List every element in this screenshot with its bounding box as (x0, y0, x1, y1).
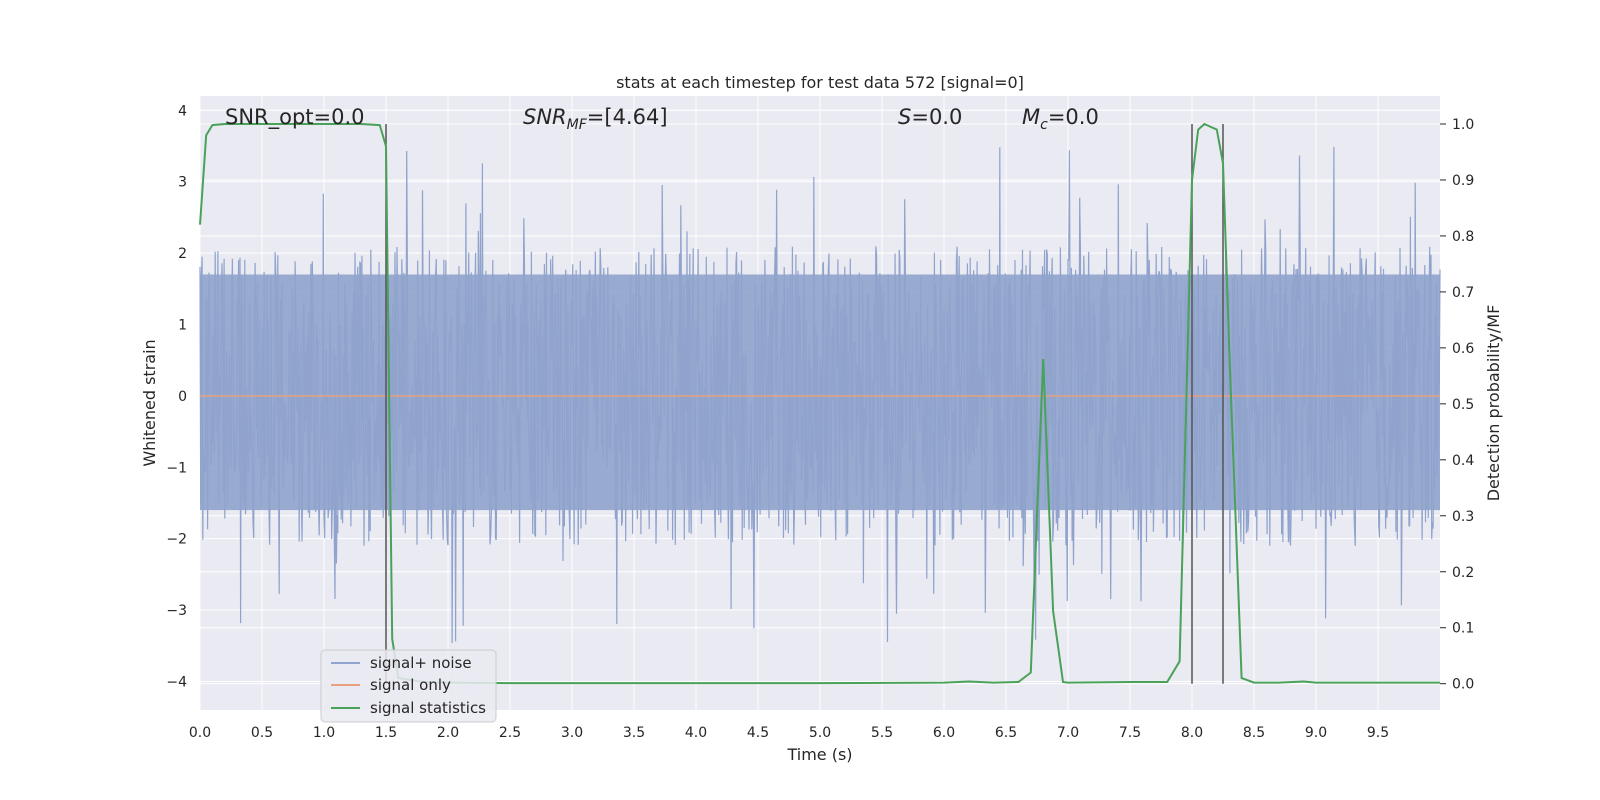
annotation-mc-symbol: M (1022, 105, 1040, 129)
y-tick-label: 4 (178, 103, 187, 119)
y-tick-label: −2 (166, 532, 187, 548)
legend: signal+ noise signal only signal statist… (320, 649, 497, 723)
signal-statistics-line (199, 122, 1440, 685)
y-tick-label: 1 (178, 317, 187, 333)
x-tick-label: 4.0 (685, 725, 707, 741)
x-tick-label: 5.0 (809, 725, 831, 741)
x-axis-label: Time (s) (786, 745, 852, 764)
legend-label-signal-statistics: signal statistics (370, 699, 486, 717)
x-tick-label: 3.5 (623, 725, 645, 741)
y2-tick-label: 0.0 (1452, 677, 1474, 693)
x-tick-label: 8.0 (1181, 725, 1203, 741)
x-tick-label: 9.5 (1367, 725, 1389, 741)
x-tick-label: 5.5 (871, 725, 893, 741)
x-tick-label: 1.5 (375, 725, 397, 741)
y2-tick-label: 0.1 (1452, 621, 1474, 637)
y2-tick-label: 0.7 (1452, 285, 1474, 301)
noise-trace (199, 146, 1441, 644)
y2-tick-label: 0.9 (1452, 173, 1474, 189)
y-tick-label: −4 (166, 674, 187, 690)
y-tick-label: 3 (178, 175, 187, 191)
x-tick-label: 7.5 (1119, 725, 1141, 741)
annotation-s-value: =0.0 (911, 105, 962, 129)
x-tick-label: 8.5 (1243, 725, 1265, 741)
x-tick-label: 9.0 (1305, 725, 1327, 741)
y2-tick-label: 0.6 (1452, 341, 1474, 357)
y-tick-label: −3 (166, 603, 187, 619)
x-tick-label: 3.0 (561, 725, 583, 741)
y2-tick-label: 1.0 (1452, 117, 1474, 133)
legend-label-signal-plus-noise: signal+ noise (370, 654, 472, 672)
annotation-snr-opt: SNR_opt=0.0 (225, 105, 365, 130)
annotation-snr-mf-subscript: MF (567, 117, 588, 133)
x-tick-label: 6.5 (995, 725, 1017, 741)
annotation-snr-mf-symbol: SNR (523, 105, 567, 129)
legend-box (320, 649, 497, 723)
annotation-mc: Mc=0.0 (1022, 105, 1099, 133)
y-axis-label: Whitened strain (140, 339, 159, 466)
annotation-snr-mf: SNRMF=[4.64] (523, 105, 668, 133)
x-tick-label: 0.5 (251, 725, 273, 741)
chart-title: stats at each timestep for test data 572… (616, 73, 1024, 92)
x-tick-label: 1.0 (313, 725, 335, 741)
y-tick-label: 2 (178, 246, 187, 262)
y2-tick-label: 0.3 (1452, 509, 1474, 525)
x-tick-label: 0.0 (189, 725, 211, 741)
series-signal-statistics (199, 122, 1440, 685)
legend-label-signal-only: signal only (370, 676, 451, 694)
y2-tick-labels: 1.0 0.9 0.8 0.7 0.6 0.5 0.4 0.3 0.2 0.1 0.0 (1440, 117, 1474, 693)
y2-tick-label: 0.5 (1452, 397, 1474, 413)
annotation-mc-value: =0.0 (1048, 105, 1099, 129)
y2-axis-label: Detection probability/MF (1484, 305, 1503, 502)
y-tick-label: 0 (178, 389, 187, 405)
annotation-mc-subscript: c (1040, 117, 1048, 133)
x-tick-label: 6.0 (933, 725, 955, 741)
annotation-s: S=0.0 (898, 105, 962, 129)
x-tick-label: 7.0 (1057, 725, 1079, 741)
x-tick-labels: 0.0 0.5 1.0 1.5 2.0 2.5 3.0 3.5 4.0 4.5 5.0 5.5 6.0 6… (189, 725, 1389, 741)
annotation-s-symbol: S (898, 105, 911, 129)
x-tick-label: 2.0 (437, 725, 459, 741)
y2-tick-label: 0.8 (1452, 229, 1474, 245)
y-tick-labels: 4 3 2 1 0 −1 −2 −3 −4 (166, 103, 187, 690)
y2-tick-label: 0.4 (1452, 453, 1474, 469)
y-tick-label: −1 (166, 460, 187, 476)
x-tick-label: 4.5 (747, 725, 769, 741)
annotation-snr-mf-value: =[4.64] (587, 105, 668, 129)
x-tick-label: 2.5 (499, 725, 521, 741)
y2-tick-label: 0.2 (1452, 565, 1474, 581)
